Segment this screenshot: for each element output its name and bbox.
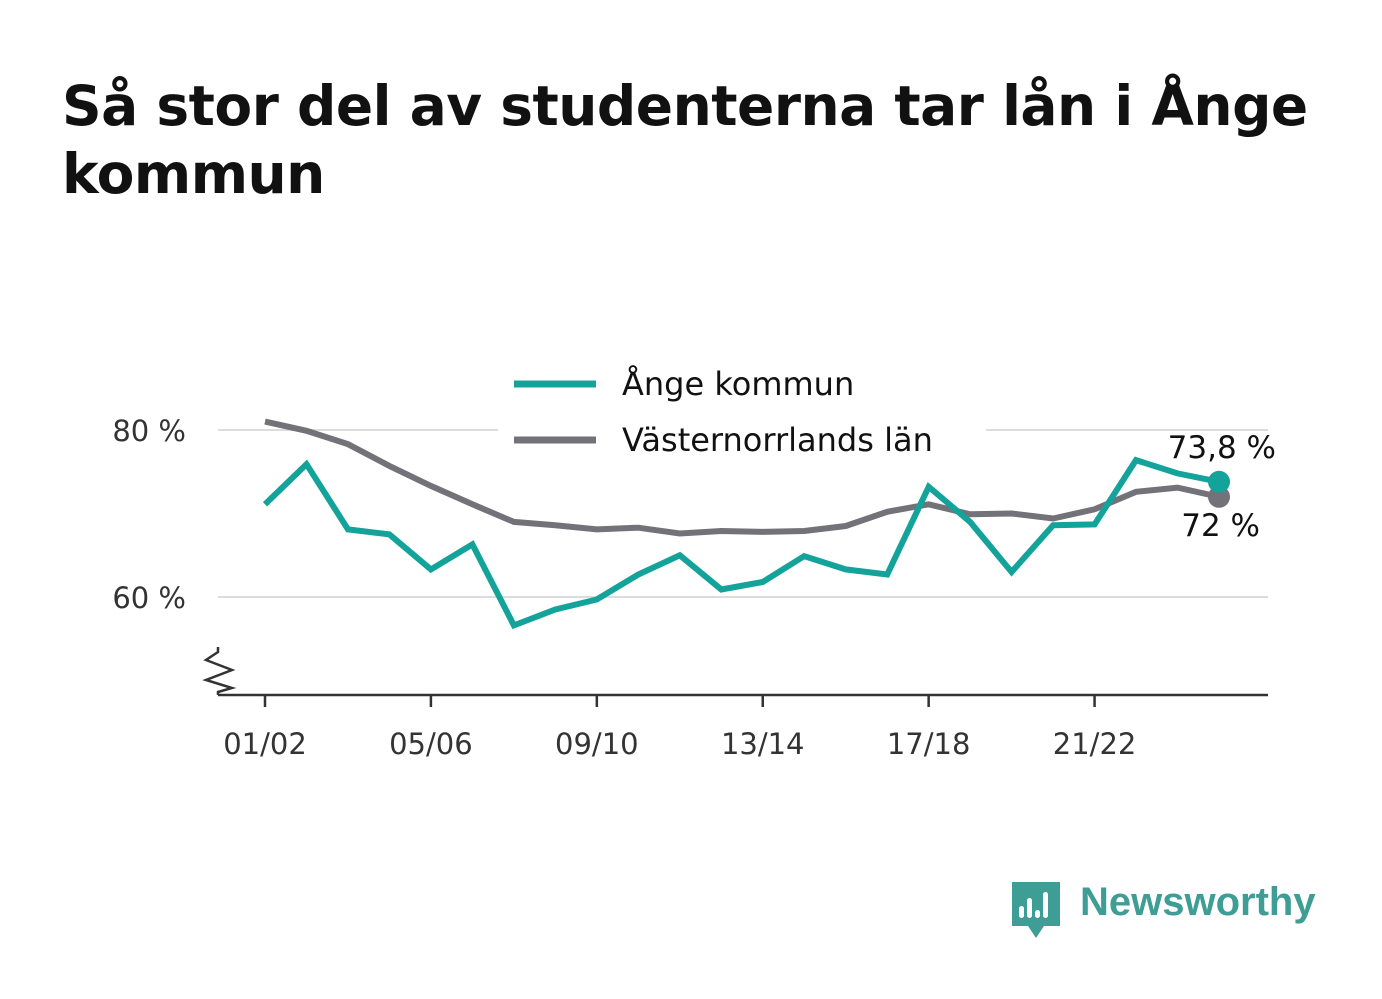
end-labels: 73,8 % 72 % <box>1168 430 1276 544</box>
series-end-point <box>1208 485 1230 508</box>
newsworthy-logo: Newsworthy <box>1010 876 1330 946</box>
y-tick-label: 60 % <box>112 581 186 615</box>
axes <box>202 647 1268 697</box>
x-tick-label: 13/14 <box>721 727 805 761</box>
series-line <box>262 456 1220 630</box>
series-end-label: 73,8 % <box>1168 430 1276 466</box>
y-tick-label: 80 % <box>112 414 186 448</box>
logo-text: Newsworthy <box>1080 880 1316 924</box>
y-axis-ticks: 60 % 80 % <box>112 414 186 615</box>
x-tick-label: 05/06 <box>389 727 473 761</box>
series-line <box>264 418 1220 537</box>
x-tick-label: 01/02 <box>223 727 307 761</box>
y-axis-break-mark <box>202 647 237 695</box>
legend-label: Ånge kommun <box>622 365 854 403</box>
series-end-point <box>1208 470 1230 493</box>
x-tick-label: 09/10 <box>555 727 639 761</box>
bar-chart-speech-bubble-icon <box>1012 882 1060 938</box>
series-end-label: 72 % <box>1181 508 1260 544</box>
legend-background <box>498 358 986 466</box>
x-axis-ticks: 01/02 05/06 09/10 13/14 17/18 21/22 <box>223 695 1136 761</box>
x-tick-label: 21/22 <box>1053 727 1137 761</box>
x-tick-label: 17/18 <box>887 727 971 761</box>
legend: Ånge kommun Västernorrlands län <box>498 358 986 466</box>
legend-label: Västernorrlands län <box>622 421 933 459</box>
series-lines <box>262 418 1230 630</box>
chart-title: Så stor del av studenterna tar lån i Ång… <box>62 74 1308 206</box>
